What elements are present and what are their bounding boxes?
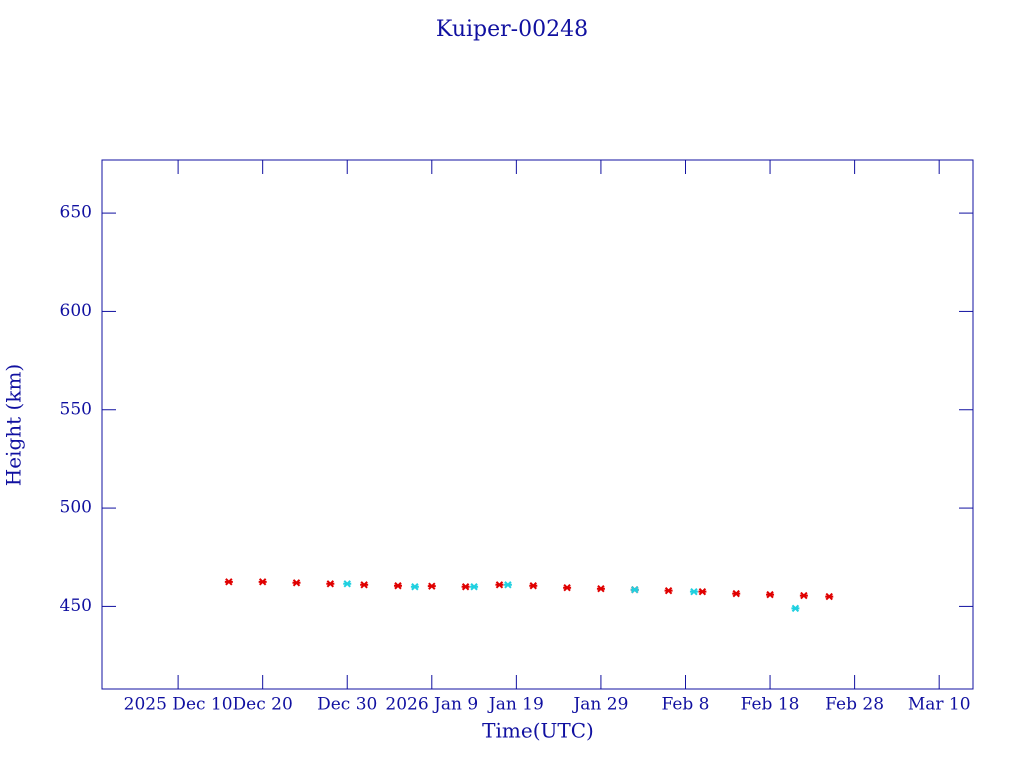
data-point [343, 580, 352, 588]
x-tick-label: 2025 Dec 10 [124, 695, 233, 715]
data-point [410, 583, 419, 591]
data-point [292, 579, 301, 587]
x-tick-label: Jan 19 [487, 695, 544, 715]
y-axis-label: Height (km) [2, 364, 26, 486]
data-point [799, 591, 808, 600]
data-point [791, 604, 800, 613]
y-tick-label: 550 [60, 399, 92, 419]
x-tick-label: Dec 20 [233, 695, 293, 715]
data-point [495, 581, 504, 589]
x-tick-label: Feb 18 [741, 695, 800, 715]
data-point [393, 582, 402, 590]
plot-frame [101, 159, 974, 690]
data-point [766, 590, 775, 599]
data-point [224, 578, 233, 586]
data-point [326, 580, 335, 588]
x-tick-label: Dec 30 [317, 695, 377, 715]
data-point [470, 583, 479, 591]
data-point [529, 582, 538, 590]
data-point [596, 584, 605, 593]
data-point [258, 578, 267, 586]
data-point [732, 589, 741, 598]
data-point [461, 583, 470, 591]
x-axis-label: Time(UTC) [482, 719, 594, 743]
data-point [825, 592, 834, 601]
data-point [503, 581, 512, 589]
data-point [664, 586, 673, 595]
y-tick-label: 650 [60, 203, 92, 223]
data-point [563, 584, 572, 592]
y-tick-label: 600 [60, 301, 92, 321]
x-tick-label: Jan 29 [571, 695, 628, 715]
x-tick-label: Mar 10 [908, 695, 971, 715]
y-tick-label: 500 [60, 498, 92, 518]
x-tick-label: Feb 28 [825, 695, 884, 715]
x-tick-label: 2026 Jan 9 [385, 695, 478, 715]
y-tick-label: 450 [60, 596, 92, 616]
data-point [427, 582, 436, 590]
data-point [360, 581, 369, 589]
x-tick-label: Feb 8 [661, 695, 709, 715]
data-point [698, 587, 707, 596]
data-point [630, 585, 639, 594]
chart-title: Kuiper-00248 [436, 17, 588, 42]
data-point [689, 587, 698, 596]
